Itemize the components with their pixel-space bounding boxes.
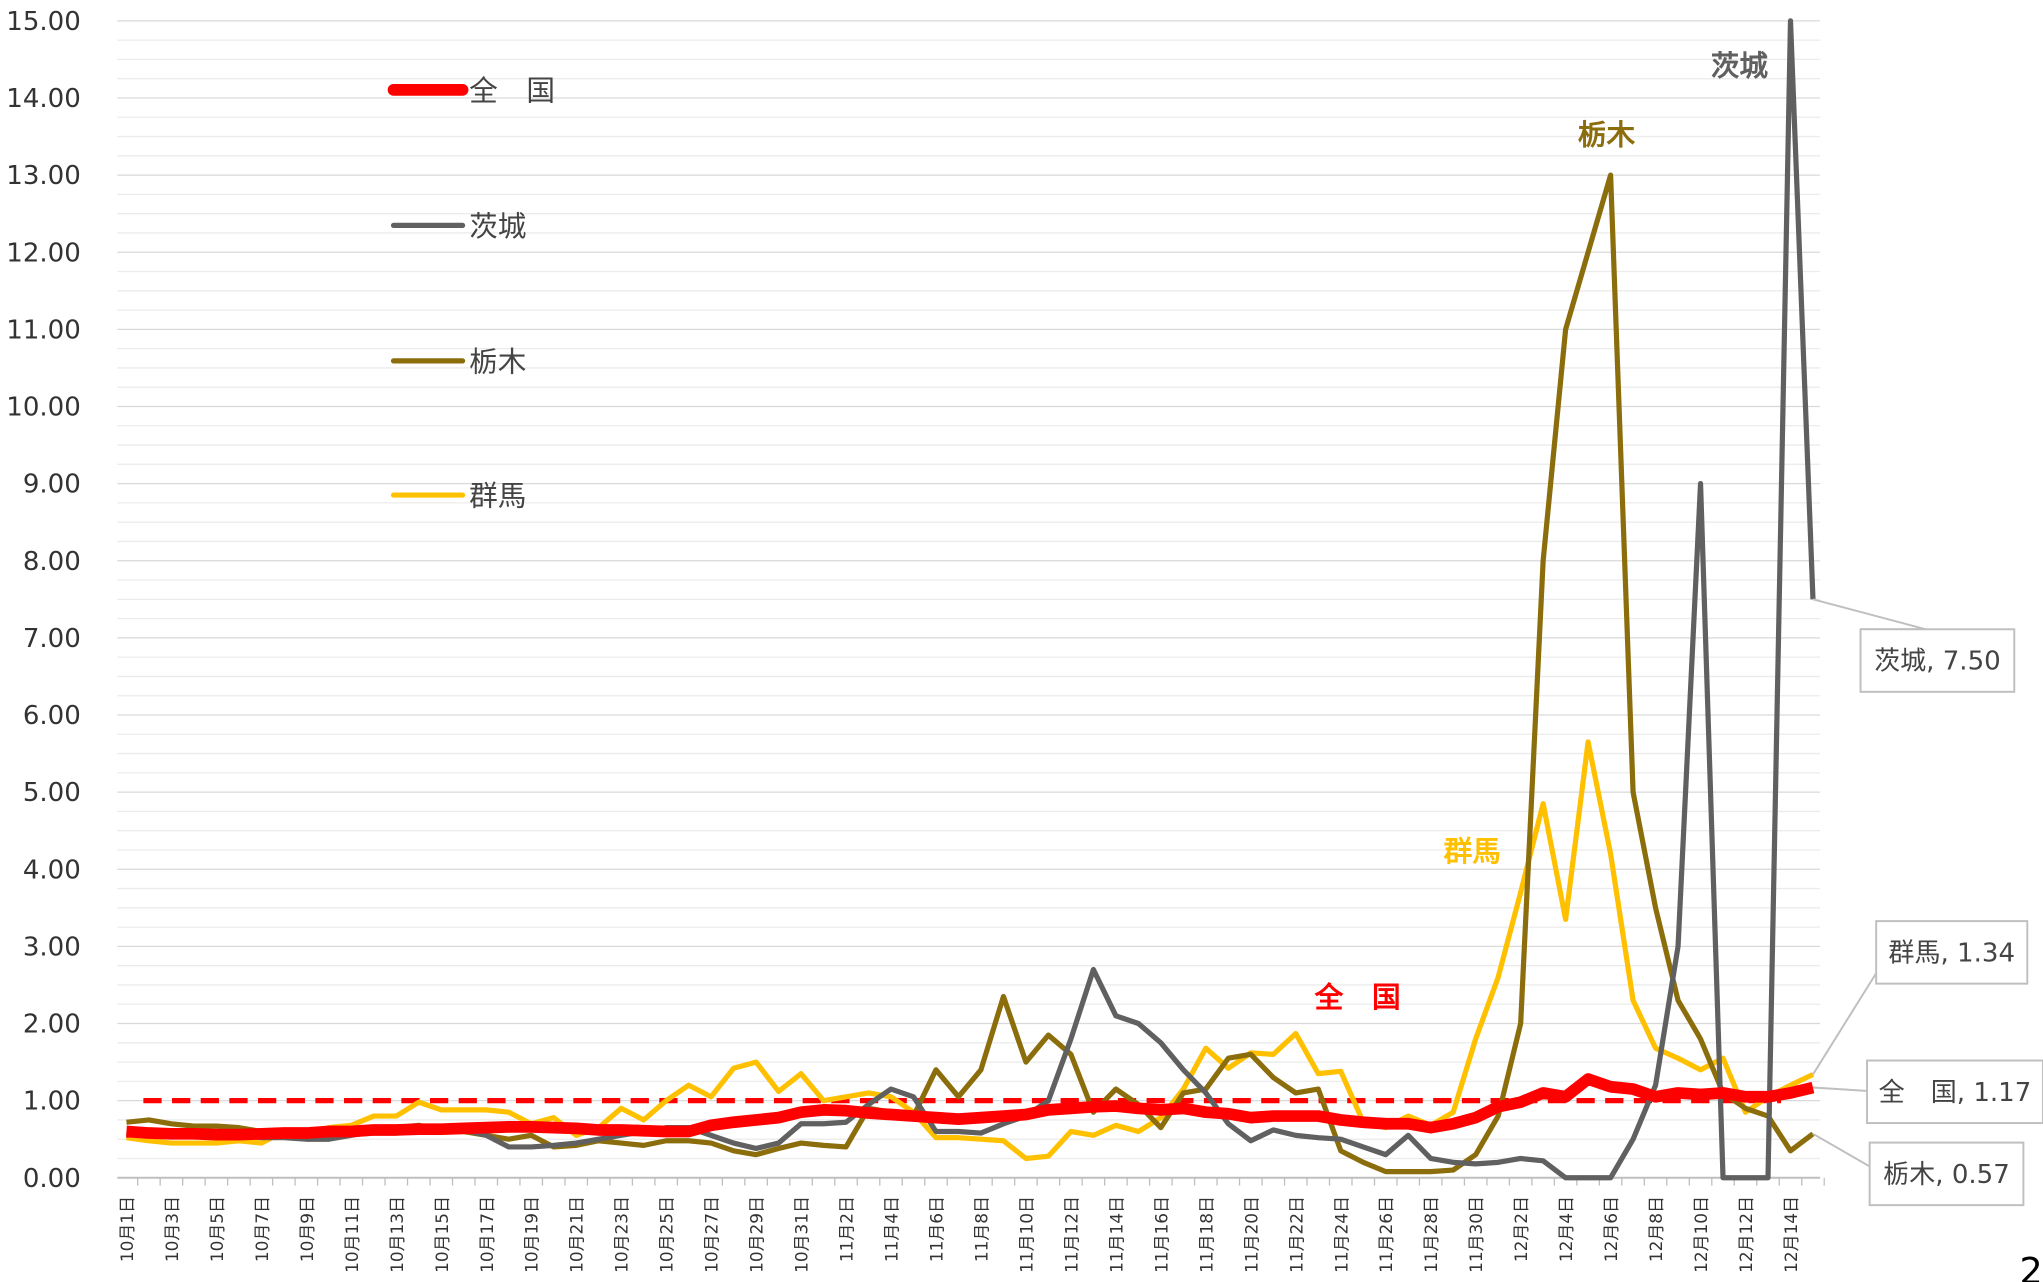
callout-label: 全 国, 1.17	[1879, 1078, 2032, 1108]
x-tick-label: 11月10日	[1016, 1196, 1036, 1273]
y-tick-label: 14.00	[6, 84, 81, 114]
x-tick-label: 11月30日	[1466, 1196, 1486, 1273]
x-tick-label: 10月3日	[162, 1196, 182, 1262]
y-tick-label: 5.00	[23, 778, 81, 808]
y-tick-label: 7.00	[23, 624, 81, 654]
x-tick-label: 11月4日	[882, 1196, 902, 1262]
legend-label: 茨城	[469, 209, 526, 243]
x-tick-label: 10月25日	[657, 1196, 677, 1273]
x-tick-label: 11月20日	[1241, 1196, 1261, 1273]
y-tick-label: 13.00	[6, 161, 81, 191]
x-tick-label: 10月13日	[387, 1196, 407, 1273]
x-tick-label: 12月14日	[1781, 1196, 1801, 1273]
x-tick-label: 11月12日	[1061, 1196, 1081, 1273]
x-tick-label: 12月2日	[1511, 1196, 1531, 1262]
x-tick-label: 10月9日	[297, 1196, 317, 1262]
x-tick-label: 10月21日	[567, 1196, 587, 1273]
y-tick-label: 9.00	[23, 470, 81, 500]
y-tick-label: 0.00	[23, 1164, 81, 1194]
callout-box	[1868, 1141, 2025, 1207]
legend-label: 群馬	[469, 479, 526, 513]
y-tick-label: 6.00	[23, 701, 81, 731]
x-tick-label: 10月27日	[702, 1196, 722, 1273]
legend-label: 全 国	[469, 73, 555, 107]
series-annotation: 茨城	[1711, 49, 1769, 83]
x-tick-label: 11月8日	[971, 1196, 991, 1262]
x-tick-label: 11月22日	[1286, 1196, 1306, 1273]
x-tick-label: 12月10日	[1691, 1196, 1711, 1273]
x-tick-label: 11月18日	[1196, 1196, 1216, 1273]
y-tick-label: 12.00	[6, 238, 81, 268]
series-line	[126, 172, 1815, 1175]
x-tick-label: 11月6日	[926, 1196, 946, 1262]
series-line	[126, 1073, 1815, 1141]
x-tick-label: 11月28日	[1421, 1196, 1441, 1273]
x-tick-label: 12月8日	[1646, 1196, 1666, 1262]
series-annotation: 全 国	[1314, 980, 1401, 1014]
x-tick-label: 11月26日	[1376, 1196, 1396, 1273]
callout-box	[1859, 628, 2016, 693]
callout-box	[1875, 920, 2029, 985]
y-tick-label: 10.00	[6, 393, 81, 423]
y-tick-label: 1.00	[23, 1087, 81, 1117]
x-tick-label: 10月7日	[252, 1196, 272, 1262]
x-tick-label: 11月2日	[837, 1196, 857, 1262]
y-tick-label: 11.00	[6, 315, 81, 345]
series-annotation: 栃木	[1578, 118, 1636, 152]
y-tick-label: 8.00	[23, 547, 81, 577]
x-tick-label: 10月15日	[432, 1196, 452, 1273]
y-tick-label: 15.00	[6, 7, 81, 37]
callout-label: 栃木, 0.57	[1883, 1160, 2010, 1190]
x-tick-label: 11月16日	[1151, 1196, 1171, 1273]
x-tick-label: 10月29日	[747, 1196, 767, 1273]
x-tick-label: 12月12日	[1736, 1196, 1756, 1273]
series-annotation: 群馬	[1444, 834, 1501, 868]
x-tick-label: 10月1日	[117, 1196, 137, 1262]
x-tick-label: 12月6日	[1601, 1196, 1621, 1262]
y-tick-label: 3.00	[23, 933, 81, 963]
x-tick-label: 10月19日	[522, 1196, 542, 1273]
x-tick-label: 10月17日	[477, 1196, 497, 1273]
x-tick-label: 10月31日	[792, 1196, 812, 1273]
x-tick-label: 11月14日	[1106, 1196, 1126, 1273]
legend-label: 栃木	[469, 344, 526, 378]
x-tick-label: 10月11日	[342, 1196, 362, 1273]
callout-label: 茨城, 7.50	[1874, 647, 2001, 677]
y-tick-label: 2.00	[23, 1010, 81, 1040]
x-tick-label: 10月23日	[612, 1196, 632, 1273]
callout-leader	[1812, 598, 1926, 631]
page-number: 21	[2019, 1249, 2043, 1282]
callout-label: 群馬, 1.34	[1888, 939, 2015, 969]
series-line	[126, 739, 1815, 1162]
x-tick-label: 12月4日	[1556, 1196, 1576, 1262]
x-tick-label: 11月24日	[1331, 1196, 1351, 1273]
x-tick-label: 10月5日	[207, 1196, 227, 1262]
y-tick-label: 4.00	[23, 855, 81, 885]
